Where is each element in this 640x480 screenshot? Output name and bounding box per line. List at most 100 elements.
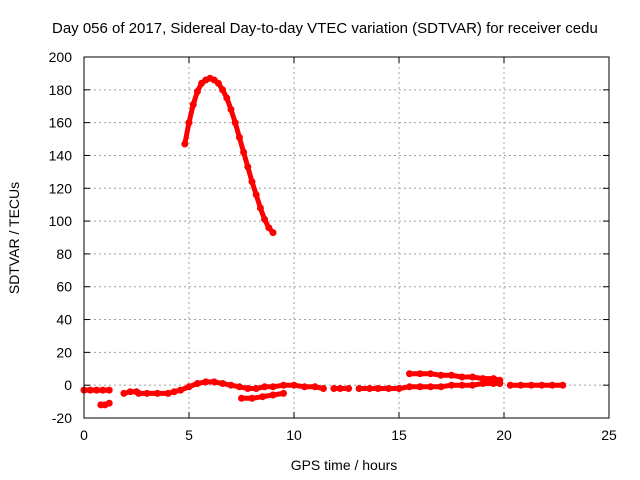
data-point xyxy=(219,86,227,94)
data-point xyxy=(330,385,338,392)
series-arc-6 xyxy=(181,74,277,237)
data-point xyxy=(202,378,210,386)
data-point xyxy=(177,386,185,394)
data-point xyxy=(517,381,525,389)
data-point xyxy=(269,383,277,391)
data-point xyxy=(261,215,269,223)
data-point xyxy=(227,106,235,113)
data-point xyxy=(193,380,201,387)
data-point xyxy=(490,380,497,387)
y-tick-label: 120 xyxy=(49,180,73,196)
data-point xyxy=(240,148,248,156)
data-series-layer xyxy=(80,74,567,409)
x-tick-label: 5 xyxy=(185,427,193,443)
data-point xyxy=(235,383,243,391)
series-arc-4 xyxy=(135,378,327,397)
data-point xyxy=(259,393,266,401)
data-point xyxy=(244,163,252,171)
series-arc-5 xyxy=(238,389,287,402)
data-point xyxy=(238,394,245,402)
data-point xyxy=(479,380,487,387)
y-tick-label: 0 xyxy=(64,377,72,393)
data-point xyxy=(261,383,269,391)
y-tick-label: 80 xyxy=(56,246,72,262)
data-point xyxy=(280,389,287,397)
data-point xyxy=(189,101,197,109)
series-line xyxy=(407,371,503,383)
data-point xyxy=(219,380,227,387)
series-arc-10 xyxy=(506,381,567,389)
x-tick-label: 25 xyxy=(601,427,617,443)
y-tick-label: -20 xyxy=(52,410,72,426)
data-point xyxy=(120,389,128,397)
data-point xyxy=(248,394,256,402)
data-point xyxy=(86,386,94,394)
data-point xyxy=(99,386,107,394)
data-point xyxy=(164,389,172,397)
y-tick-label: 20 xyxy=(56,344,72,360)
data-point xyxy=(385,385,392,392)
data-point xyxy=(265,224,273,232)
data-point xyxy=(355,385,363,392)
data-point xyxy=(427,383,434,391)
data-point xyxy=(170,388,178,396)
data-point xyxy=(311,383,319,391)
chart-title: Day 056 of 2017, Sidereal Day-to-day VTE… xyxy=(52,20,598,37)
data-point xyxy=(548,381,556,389)
data-point xyxy=(458,373,466,381)
data-point xyxy=(437,383,445,391)
data-point xyxy=(469,381,476,389)
x-tick-label: 0 xyxy=(80,427,88,443)
data-point xyxy=(181,140,189,148)
data-point xyxy=(406,383,413,391)
data-point xyxy=(448,371,455,379)
y-tick-label: 200 xyxy=(49,49,73,65)
data-point xyxy=(210,378,218,386)
x-tick-label: 15 xyxy=(391,427,407,443)
series-arc-7 xyxy=(330,385,353,392)
data-point xyxy=(135,389,143,397)
data-point xyxy=(269,391,277,399)
data-point xyxy=(366,385,374,392)
x-tick-label: 20 xyxy=(496,427,512,443)
y-tick-label: 160 xyxy=(49,115,73,131)
data-point xyxy=(256,204,264,212)
series-arc-3 xyxy=(120,388,140,397)
series-arc-9 xyxy=(406,370,504,384)
data-point xyxy=(154,389,161,397)
data-point xyxy=(458,381,466,389)
data-point xyxy=(319,385,327,392)
x-tick-label: 10 xyxy=(286,427,302,443)
data-point xyxy=(244,385,252,392)
data-point xyxy=(527,381,535,389)
y-tick-label: 40 xyxy=(56,312,72,328)
data-point xyxy=(248,178,256,186)
series-arc-2 xyxy=(97,399,113,409)
data-point xyxy=(93,386,101,394)
data-point xyxy=(448,381,455,389)
data-point xyxy=(126,388,134,396)
data-point xyxy=(185,383,193,391)
y-tick-label: 140 xyxy=(49,147,73,163)
data-point xyxy=(416,370,424,378)
data-point xyxy=(395,385,403,392)
y-axis-label: SDTVAR / TECUs xyxy=(6,182,22,294)
series-line xyxy=(182,75,276,236)
x-axis-label: GPS time / hours xyxy=(291,457,398,473)
data-point xyxy=(479,375,487,383)
data-point xyxy=(506,381,514,389)
data-point xyxy=(301,383,308,391)
data-point xyxy=(231,119,239,127)
data-point xyxy=(496,376,504,384)
data-point xyxy=(427,370,434,378)
data-point xyxy=(252,385,260,392)
plot-frame xyxy=(83,56,610,419)
y-tick-label: 100 xyxy=(49,213,73,229)
data-point xyxy=(185,119,193,127)
data-point xyxy=(437,371,445,379)
data-point xyxy=(416,383,424,391)
data-point xyxy=(469,373,476,381)
data-point xyxy=(538,381,546,389)
y-tick-label: 180 xyxy=(49,82,73,98)
